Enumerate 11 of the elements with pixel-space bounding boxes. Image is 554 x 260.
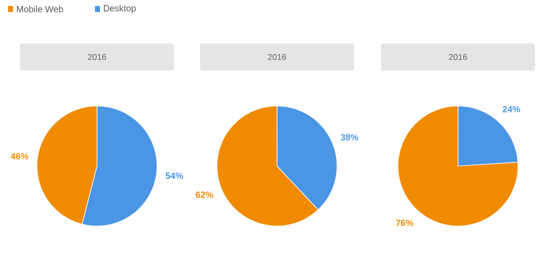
chart-title: 2016 <box>268 54 286 60</box>
data-label: 24% <box>502 106 520 112</box>
legend-label: Mobile Web <box>16 6 63 12</box>
legend-label: Desktop <box>104 4 136 14</box>
data-label: 76% <box>396 220 414 226</box>
data-label: 46% <box>10 153 28 160</box>
text: 2016 <box>88 54 106 60</box>
data-label: 38% <box>340 134 358 140</box>
data-label: 54% <box>166 172 184 179</box>
data-label: 62% <box>196 192 214 198</box>
chart-title: 2016 <box>449 54 468 60</box>
